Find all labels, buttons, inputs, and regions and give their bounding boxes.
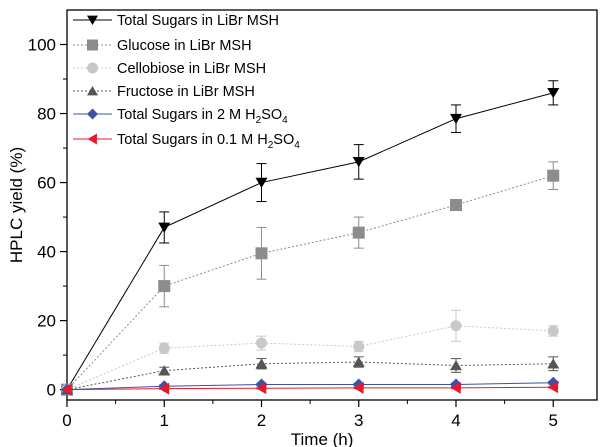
data-point [61, 383, 72, 396]
data-point [450, 320, 462, 332]
legend-marker [87, 39, 98, 51]
y-tick-label: 80 [37, 105, 56, 124]
legend-marker [87, 15, 98, 25]
data-point [158, 222, 171, 233]
series-layer [61, 80, 560, 396]
x-tick-label: 2 [257, 411, 266, 430]
data-point [450, 381, 461, 394]
data-point [256, 382, 267, 395]
data-point [353, 381, 364, 394]
x-axis-title: Time (h) [291, 430, 354, 447]
legend-item: Total Sugars in 2 M H2SO4 [73, 107, 288, 126]
data-point [547, 358, 560, 369]
x-tick-label: 4 [451, 411, 460, 430]
data-point [158, 280, 171, 293]
series-2 [61, 161, 560, 396]
data-point [547, 325, 559, 337]
legend-marker [87, 108, 98, 120]
data-point [352, 226, 365, 239]
y-tick-label: 60 [37, 174, 56, 193]
legend-marker [87, 133, 97, 145]
legend-label: Total Sugars in LiBr MSH [117, 13, 279, 29]
series-line [66, 382, 554, 391]
data-point [547, 381, 559, 394]
x-tick-label: 3 [354, 411, 363, 430]
x-tick-label: 0 [62, 411, 71, 430]
y-tick-label: 0 [47, 381, 56, 400]
y-tick-label: 100 [28, 36, 56, 55]
legend-label: Cellobiose in LiBr MSH [117, 61, 266, 77]
data-point [352, 356, 365, 367]
legend-item: Total Sugars in 0.1 M H2SO4 [73, 132, 300, 151]
data-point [352, 157, 365, 168]
data-point [449, 113, 462, 125]
series-line [66, 92, 554, 390]
legend: Total Sugars in LiBr MSH Glucose in LiBr … [73, 13, 300, 151]
data-point [353, 341, 365, 353]
data-point [449, 199, 462, 211]
data-point [255, 177, 268, 188]
data-point [449, 360, 462, 371]
legend-item: Fructose in LiBr MSH [73, 84, 255, 100]
legend-item: Cellobiose in LiBr MSH [73, 61, 266, 77]
data-point [547, 88, 560, 99]
legend-marker [87, 62, 98, 74]
data-point [255, 247, 268, 260]
data-point [255, 358, 268, 369]
series-line [66, 386, 554, 391]
legend-label: Glucose in LiBr MSH [117, 38, 252, 54]
series-line [66, 361, 554, 391]
data-point [255, 337, 267, 349]
legend-item: Total Sugars in LiBr MSH [73, 13, 279, 29]
x-tick-label: 5 [549, 411, 558, 430]
data-point [158, 365, 171, 376]
legend-label: Total Sugars in 2 M H2SO4 [117, 107, 288, 126]
series-3 [61, 309, 559, 396]
y-axis-title: HPLC yield (%) [7, 147, 26, 263]
series-5 [61, 376, 560, 396]
y-tick-label: 40 [37, 243, 56, 262]
x-tick-label: 1 [160, 411, 169, 430]
y-axis: 0 20 40 60 80 100 [28, 36, 67, 400]
series-6 [61, 381, 559, 396]
legend-label: Fructose in LiBr MSH [117, 84, 255, 100]
series-line [66, 175, 554, 390]
series-line [66, 325, 554, 391]
legend-item: Glucose in LiBr MSH [73, 38, 252, 54]
legend-marker [87, 86, 98, 96]
series-1 [61, 80, 560, 396]
data-point [158, 382, 170, 395]
x-axis: 0 1 2 3 4 5 [62, 400, 558, 430]
plot-border [66, 9, 598, 401]
y-tick-label: 20 [37, 312, 56, 331]
plot-frame [66, 9, 598, 401]
data-point [158, 342, 170, 354]
data-point [547, 169, 560, 182]
legend-label: Total Sugars in 0.1 M H2SO4 [117, 132, 300, 151]
